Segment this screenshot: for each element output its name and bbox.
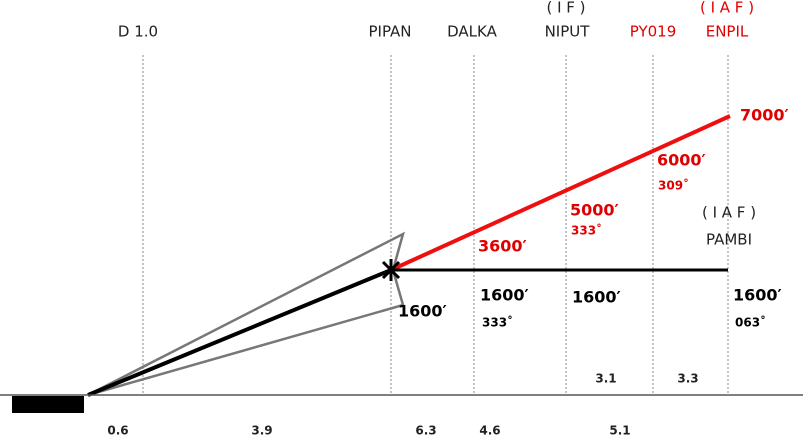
fix-name: PY019 — [630, 23, 677, 41]
fix-star — [381, 259, 401, 281]
distance: 5.1 — [609, 424, 630, 437]
course: 333˚ — [571, 223, 602, 238]
fix-role: ( I A F ) — [702, 204, 756, 222]
distance: 3.1 — [595, 372, 616, 386]
black-path — [87, 268, 392, 397]
altitude: 6000′ — [657, 151, 706, 170]
fix-lines — [142, 55, 729, 395]
fix-name: NIPUT — [545, 23, 591, 41]
altitude: 7000′ — [740, 106, 789, 125]
fix-name: PIPAN — [368, 23, 411, 41]
distance: 3.9 — [251, 424, 272, 437]
runway — [12, 396, 84, 413]
course: 063˚ — [735, 315, 766, 330]
fix-name: DALKA — [447, 23, 497, 41]
course: 333˚ — [482, 315, 513, 330]
altitude: 5000′ — [570, 201, 619, 220]
course: 309˚ — [658, 178, 689, 193]
holding-outline — [87, 231, 405, 397]
altitude: 1600′ — [572, 288, 621, 307]
altitude: 1600′ — [733, 286, 782, 305]
distance: 0.6 — [107, 424, 128, 437]
fix-name: ENPIL — [706, 23, 749, 41]
fix-role: ( I F ) — [546, 0, 585, 17]
fix-name: PAMBI — [706, 231, 752, 249]
fix-role: ( I A F ) — [700, 0, 754, 17]
altitude: 3600′ — [478, 237, 527, 256]
altitude: 1600′ — [480, 286, 529, 305]
altitude: 1600′ — [398, 302, 447, 321]
fix-name: D 1.0 — [118, 23, 158, 41]
red-path — [390, 114, 731, 272]
distance: 3.3 — [677, 372, 698, 386]
distance: 6.3 — [415, 424, 436, 437]
distance: 4.6 — [479, 424, 500, 437]
